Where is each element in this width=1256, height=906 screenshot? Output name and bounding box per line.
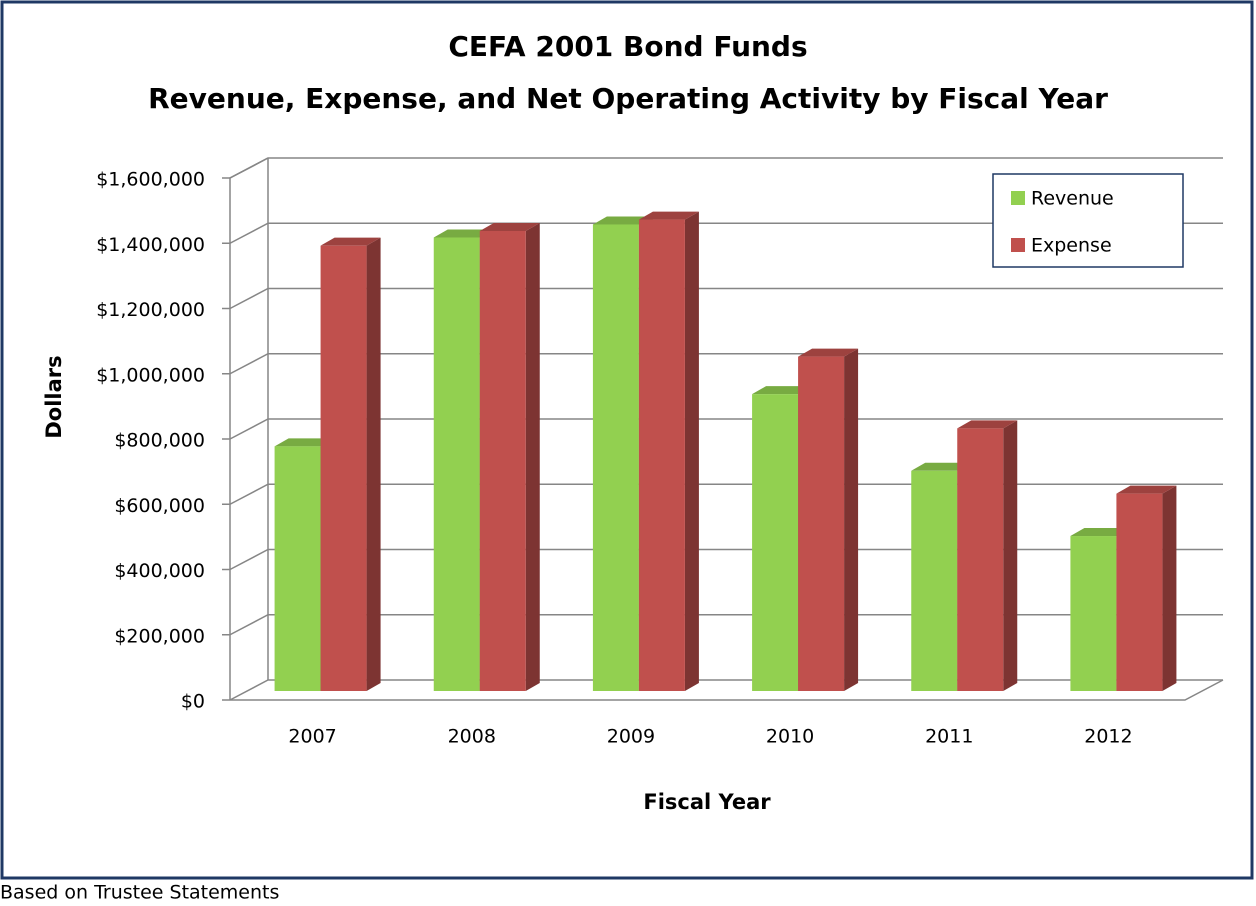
bar-side	[684, 211, 699, 691]
grid-line	[229, 287, 1223, 310]
legend-swatch	[1011, 238, 1025, 252]
x-tick-label: 2008	[448, 726, 496, 748]
bar-top	[433, 229, 494, 238]
bar-top	[1116, 485, 1177, 494]
y-tick-label: $1,000,000	[96, 364, 205, 386]
bar	[320, 245, 367, 691]
grid-line	[229, 157, 1223, 179]
bar	[911, 470, 958, 691]
bar-top	[479, 222, 540, 231]
bar-top	[274, 438, 335, 447]
bar	[1116, 493, 1163, 691]
grid-line	[229, 483, 1223, 505]
y-tick-label: $800,000	[114, 430, 205, 452]
grid-line	[229, 548, 1223, 571]
bar-top	[592, 216, 653, 225]
bar	[592, 224, 639, 691]
y-tick-label: $1,400,000	[96, 234, 205, 256]
bar	[479, 230, 526, 692]
bar-side	[1162, 485, 1177, 691]
legend-label: Revenue	[1031, 188, 1114, 210]
y-tick-label: $0	[181, 691, 205, 713]
y-tick-label: $1,200,000	[96, 299, 205, 321]
bar-top	[638, 211, 699, 220]
bar-side	[366, 237, 381, 691]
bar-top	[957, 420, 1018, 429]
bar	[1070, 536, 1117, 691]
bar-top	[1070, 528, 1131, 537]
y-tick-label: $400,000	[114, 560, 205, 582]
floor	[230, 679, 1224, 701]
bar	[638, 219, 685, 691]
legend-swatch	[1011, 191, 1025, 205]
chart-subtitle: Revenue, Expense, and Net Operating Acti…	[148, 82, 1108, 115]
bar	[274, 446, 321, 691]
bar	[957, 428, 1004, 691]
grid-line	[229, 614, 1223, 636]
bar-top	[798, 348, 859, 357]
y-axis-title: Dollars	[42, 355, 66, 438]
x-tick-label: 2011	[925, 726, 973, 748]
bar-top	[320, 237, 381, 246]
x-tick-label: 2012	[1084, 726, 1132, 748]
bar-top	[752, 386, 813, 395]
bar	[798, 356, 845, 691]
grid-line	[229, 418, 1223, 440]
bar-side	[1003, 420, 1018, 691]
bar-side	[844, 348, 859, 691]
y-tick-label: $1,600,000	[96, 169, 205, 191]
bar	[752, 394, 799, 691]
y-tick-label: $200,000	[114, 625, 205, 647]
bar	[433, 237, 480, 691]
x-tick-label: 2007	[288, 726, 336, 748]
y-tick-label: $600,000	[114, 495, 205, 517]
x-tick-label: 2010	[766, 726, 814, 748]
note: Based on Trustee Statements	[0, 882, 279, 904]
bar-top	[911, 462, 972, 471]
legend-label: Expense	[1031, 235, 1112, 257]
grid-line	[229, 679, 1223, 701]
bar-side	[525, 222, 540, 692]
x-axis-title: Fiscal Year	[643, 790, 771, 814]
chart-title: CEFA 2001 Bond Funds	[448, 30, 807, 63]
x-tick-label: 2009	[607, 726, 655, 748]
grid-line	[229, 222, 1223, 244]
grid-line	[229, 353, 1223, 375]
